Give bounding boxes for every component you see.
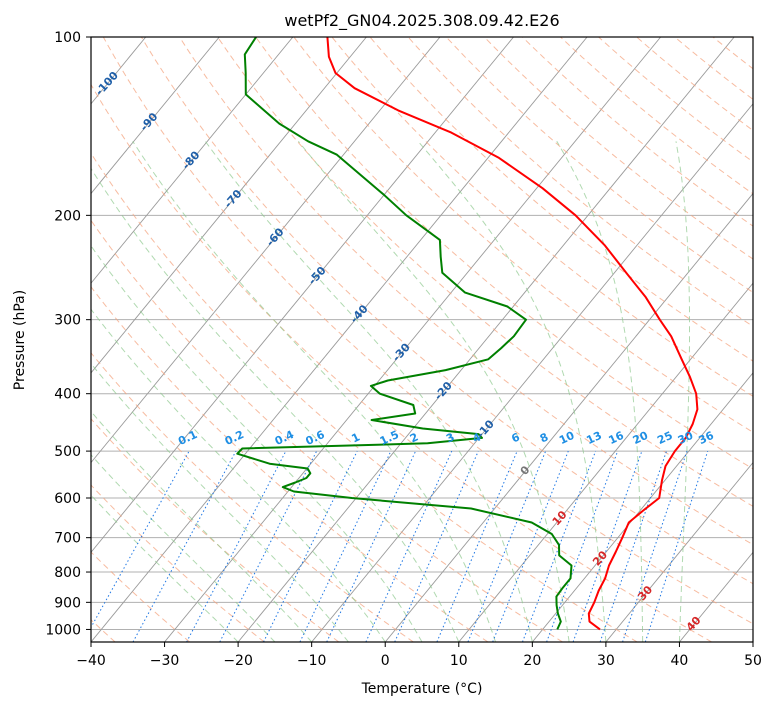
mixing-ratio-label: 16 (607, 429, 627, 447)
isotherm-line (91, 37, 514, 554)
moist-adiabat-line (91, 167, 460, 642)
chart-title: wetPf2_GN04.2025.308.09.42.E26 (284, 11, 559, 31)
isotherm-line (605, 461, 753, 642)
y-axis-label: Pressure (hPa) (12, 290, 28, 390)
y-tick-label: 200 (54, 208, 81, 224)
x-tick-label: −10 (297, 653, 327, 669)
moist-adiabat-line (91, 245, 423, 642)
mixing-ratio-line (622, 450, 688, 642)
mixing-ratio-line (132, 450, 237, 642)
plot-frame (90, 36, 754, 643)
dry-adiabat-line (407, 37, 753, 327)
isotherm-line (164, 37, 662, 642)
moist-adiabat-line (91, 362, 349, 642)
dry-adiabat-line (91, 484, 265, 642)
mixing-ratio-line (394, 450, 479, 642)
dewpoint-profile-line (236, 37, 573, 630)
isotherm-line (531, 372, 753, 642)
dry-adiabat-line (445, 37, 753, 294)
dry-adiabat-line (140, 37, 753, 585)
mixing-ratio-line (91, 450, 190, 629)
moist-adiabat-line (204, 141, 533, 642)
dry-adiabat-line (331, 37, 753, 397)
y-tick-label: 400 (54, 387, 81, 403)
mixing-ratio-label: 30 (676, 429, 696, 447)
moist-adiabat-line (91, 308, 386, 642)
y-tick-label: 100 (54, 30, 81, 46)
y-tick-label: 900 (54, 595, 81, 611)
y-tick-label: 700 (54, 531, 81, 547)
dry-adiabat-line (91, 152, 638, 642)
y-tick-label: 1000 (45, 622, 81, 638)
x-axis-label: Temperature (°C) (361, 681, 483, 697)
isotherm-line (237, 37, 735, 642)
mixing-ratio-line (326, 450, 417, 642)
dry-adiabat-line (217, 37, 753, 507)
moist-adiabat-line (91, 494, 239, 642)
y-tick-label: 800 (54, 565, 81, 581)
mixing-ratio-label: 20 (631, 429, 651, 447)
x-tick-label: −20 (223, 653, 253, 669)
mixing-ratio-line (572, 450, 643, 642)
mixing-ratio-line (436, 450, 518, 642)
moist-adiabat-line (298, 140, 570, 642)
mixing-ratio-line (599, 450, 668, 642)
isotherm-line (91, 37, 220, 195)
isotherm-line (91, 37, 367, 374)
dry-adiabat-line (91, 286, 489, 642)
isotherm-line (384, 192, 753, 642)
x-tick-label: 30 (597, 653, 615, 669)
x-tick-label: 10 (450, 653, 468, 669)
mixing-ratio-label: 36 (697, 429, 717, 447)
mixing-ratio-label: 25 (655, 429, 674, 447)
y-tick-label: 300 (54, 313, 81, 329)
dry-adiabat-line (91, 219, 563, 642)
mixing-ratio-line (263, 450, 358, 642)
mixing-ratio-line (365, 450, 453, 642)
dry-adiabat-line (293, 37, 753, 433)
x-tick-label: 20 (523, 653, 541, 669)
x-tick-label: 40 (671, 653, 689, 669)
x-tick-label: 0 (381, 653, 390, 669)
isotherm-line (311, 103, 753, 642)
dry-adiabat-line (102, 37, 753, 625)
isotherm-line (91, 37, 441, 464)
moist-adiabat-line (91, 410, 313, 642)
dry-adiabat-line (91, 83, 713, 642)
isotherm-line (91, 37, 294, 284)
isotherm-line (458, 282, 753, 642)
dry-adiabat-line (179, 37, 753, 546)
moist-adiabat-line (132, 141, 497, 642)
moist-adiabat-line (417, 140, 607, 642)
mixing-ratio-label: 10 (557, 429, 577, 447)
x-tick-label: −40 (76, 653, 106, 669)
mixing-ratio-label: 13 (584, 429, 603, 447)
dry-adiabat-line (483, 37, 753, 260)
mixing-ratio-line (299, 450, 392, 642)
temperature-profile-line (326, 37, 699, 631)
moist-adiabat-line (675, 141, 690, 642)
dry-adiabat-line (369, 37, 753, 362)
y-tick-label: 500 (54, 444, 81, 460)
moist-adiabat-line (91, 454, 276, 642)
y-tick-label: 600 (54, 491, 81, 507)
x-tick-label: 50 (744, 653, 762, 669)
x-tick-label: −30 (150, 653, 180, 669)
moist-adiabat-line (556, 141, 644, 642)
mixing-ratio-line (644, 450, 709, 642)
